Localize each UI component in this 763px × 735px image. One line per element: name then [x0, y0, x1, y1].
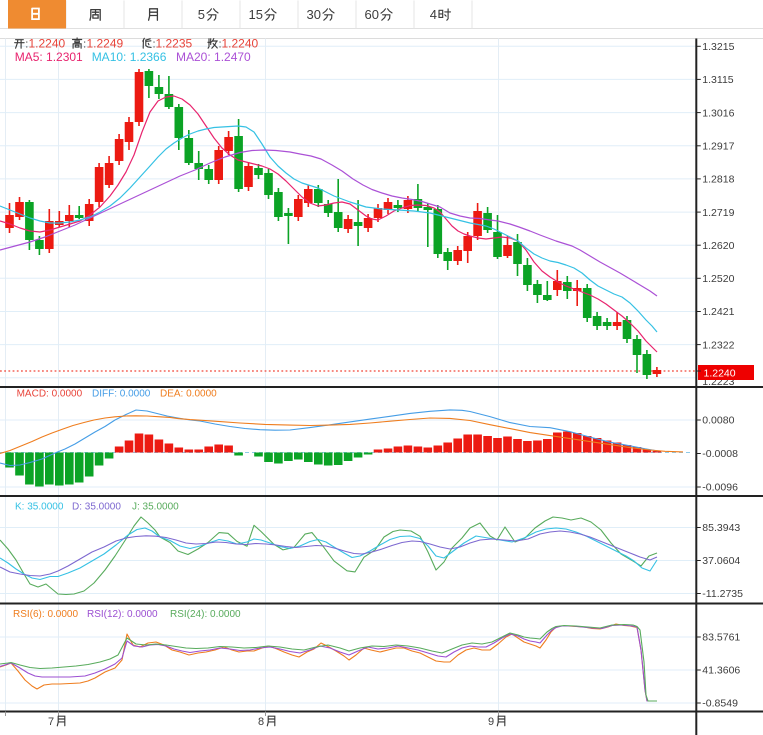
- svg-text:MA20: 1.2470: MA20: 1.2470: [176, 50, 251, 64]
- svg-text:60: 60: [365, 7, 379, 22]
- svg-text:1.2322: 1.2322: [702, 339, 734, 351]
- svg-text:4: 4: [430, 7, 437, 22]
- svg-text:7: 7: [48, 716, 54, 728]
- svg-text:1.3215: 1.3215: [702, 41, 734, 53]
- svg-text:J: 35.0000: J: 35.0000: [132, 502, 179, 513]
- svg-text:1.3016: 1.3016: [702, 107, 734, 119]
- svg-text:RSI(6): 0.0000: RSI(6): 0.0000: [13, 609, 78, 620]
- svg-text:1.2421: 1.2421: [702, 306, 734, 318]
- svg-text:1.2719: 1.2719: [702, 207, 734, 219]
- svg-text::: :: [153, 38, 156, 50]
- svg-text:83.5761: 83.5761: [702, 632, 740, 644]
- svg-text:-11.2735: -11.2735: [702, 588, 743, 600]
- svg-text:1.3115: 1.3115: [702, 74, 733, 86]
- svg-text:1.2818: 1.2818: [702, 174, 734, 186]
- svg-text::: :: [219, 38, 222, 50]
- svg-text:1.2240: 1.2240: [222, 36, 259, 50]
- svg-text:37.0604: 37.0604: [702, 555, 740, 567]
- svg-text:85.3943: 85.3943: [702, 522, 740, 534]
- svg-text:DEA: 0.0000: DEA: 0.0000: [160, 389, 217, 400]
- svg-text:-0.8549: -0.8549: [702, 698, 738, 710]
- svg-text:MA5: 1.2301: MA5: 1.2301: [15, 50, 83, 64]
- svg-text:1.2240: 1.2240: [29, 36, 66, 50]
- svg-text:41.3606: 41.3606: [702, 665, 740, 677]
- svg-text::: :: [83, 38, 86, 50]
- svg-text:30: 30: [307, 7, 321, 22]
- svg-text:15: 15: [249, 7, 263, 22]
- svg-text:-0.0096: -0.0096: [702, 482, 738, 494]
- svg-text:8: 8: [258, 716, 264, 728]
- svg-text:RSI(12): 0.0000: RSI(12): 0.0000: [87, 609, 158, 620]
- svg-text:5: 5: [198, 7, 205, 22]
- svg-text:1.2917: 1.2917: [702, 140, 734, 152]
- svg-text:D: 35.0000: D: 35.0000: [72, 502, 121, 513]
- svg-text:1.2620: 1.2620: [702, 240, 734, 252]
- svg-text:DIFF: 0.0000: DIFF: 0.0000: [92, 389, 151, 400]
- svg-text:1.2235: 1.2235: [156, 36, 193, 50]
- svg-text:K: 35.0000: K: 35.0000: [15, 502, 64, 513]
- svg-text:9: 9: [488, 716, 494, 728]
- svg-text:MA10: 1.2366: MA10: 1.2366: [92, 50, 167, 64]
- svg-text::: :: [25, 38, 28, 50]
- svg-text:1.2240: 1.2240: [704, 368, 736, 380]
- svg-text:-0.0008: -0.0008: [702, 448, 738, 460]
- svg-text:0.0080: 0.0080: [702, 415, 734, 427]
- svg-text:MACD: 0.0000: MACD: 0.0000: [17, 389, 83, 400]
- svg-text:RSI(24): 0.0000: RSI(24): 0.0000: [170, 609, 241, 620]
- svg-text:1.2249: 1.2249: [87, 36, 124, 50]
- svg-text:1.2520: 1.2520: [702, 273, 734, 285]
